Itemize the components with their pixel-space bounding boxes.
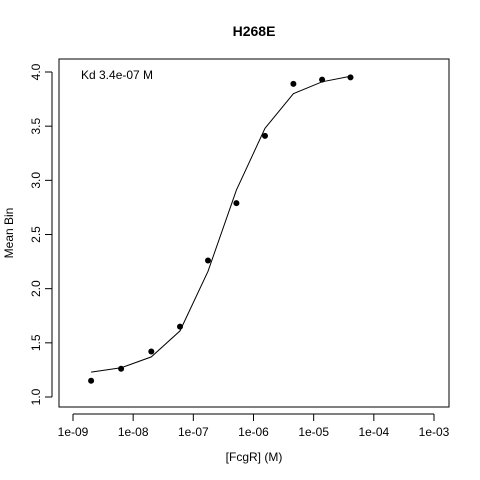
chart-title: H268E [233,23,276,39]
y-tick-label: 2.0 [29,280,43,297]
x-axis: 1e-09 1e-08 1e-07 1e-06 1e-05 1e-04 1e-03 [58,413,450,439]
data-point [177,323,183,330]
data-point [347,74,354,81]
y-tick-label: 4.0 [29,63,43,80]
data-point [148,348,155,355]
x-tick-label: 1e-09 [58,425,89,439]
x-tick-label: 1e-04 [358,425,389,439]
x-tick-label: 1e-06 [238,425,269,439]
x-tick-label: 1e-08 [118,425,149,439]
fit-curve [91,75,351,373]
y-tick-label: 3.0 [29,172,43,189]
data-point-layer [88,74,354,384]
x-axis-label: [FcgR] (M) [226,450,283,464]
x-tick-label: 1e-05 [298,425,329,439]
y-axis: 1.0 1.5 2.0 2.5 3.0 3.5 4.0 [29,63,53,405]
data-point [319,76,326,83]
y-tick-label: 1.0 [29,388,43,405]
plot-box [58,58,450,408]
fit-line-layer [91,75,351,373]
x-tick-label: 1e-03 [419,425,450,439]
data-point [118,365,125,372]
y-tick-label: 2.5 [29,226,43,243]
y-tick-label: 1.5 [29,334,43,351]
data-point [233,200,240,207]
data-point [205,257,211,264]
kd-annotation: Kd 3.4e-07 M [81,68,153,82]
data-point [262,132,268,139]
y-axis-label: Mean Bin [2,208,16,259]
x-tick-label: 1e-07 [178,425,209,439]
y-tick-label: 3.5 [29,118,43,135]
data-point [88,377,95,384]
data-point [290,80,297,87]
